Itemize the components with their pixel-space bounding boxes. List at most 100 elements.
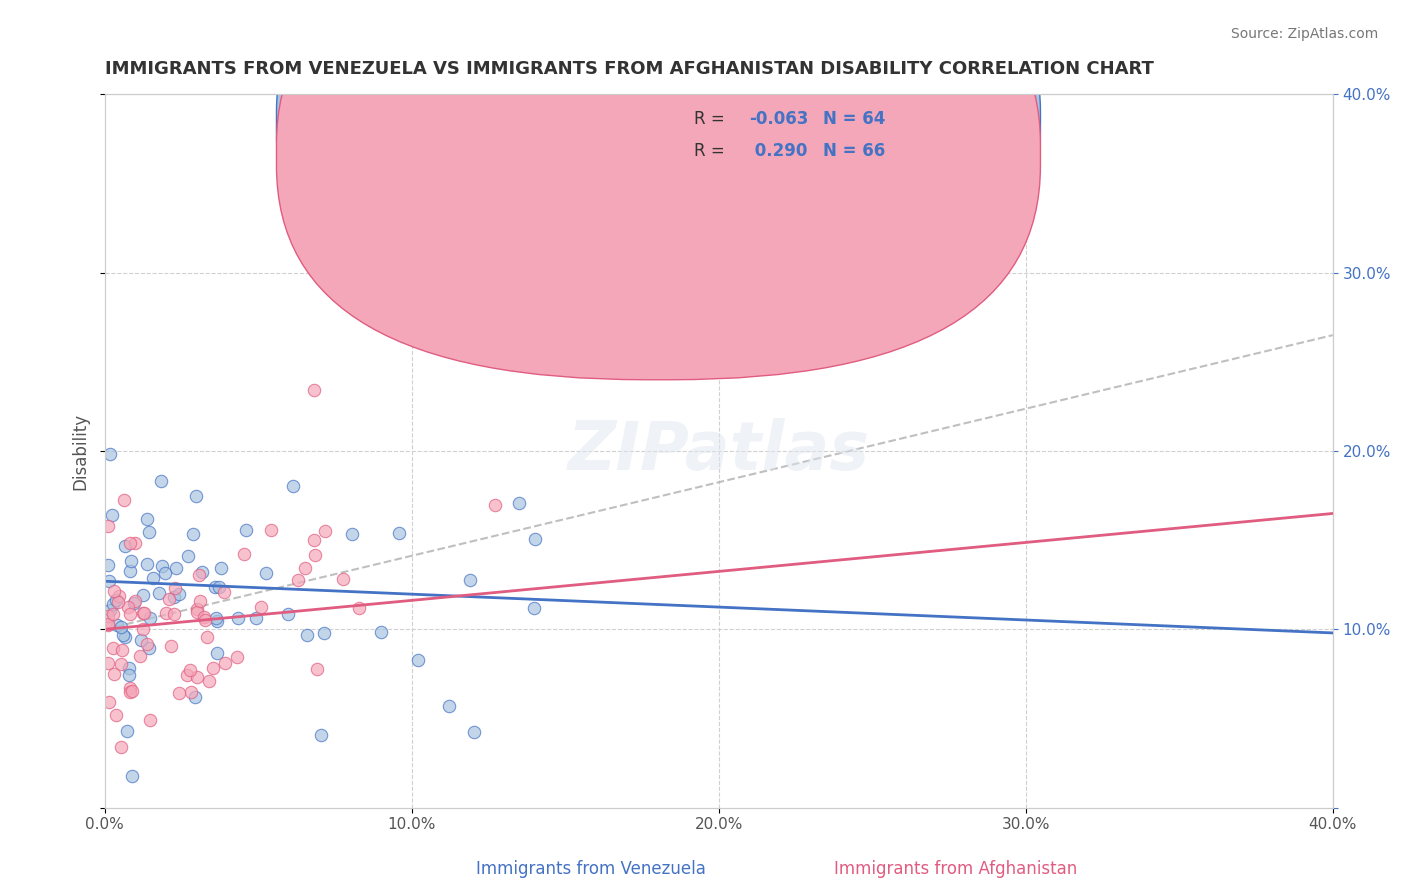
Point <box>117 599 139 614</box>
Point <box>209 561 232 575</box>
Point <box>188 568 211 582</box>
Point <box>180 685 202 699</box>
Point <box>193 609 215 624</box>
Point <box>294 561 316 575</box>
Point <box>131 607 153 621</box>
Point <box>97 617 120 632</box>
Point <box>245 610 267 624</box>
Point <box>118 681 141 696</box>
Point <box>186 605 208 619</box>
Point <box>437 698 460 713</box>
Point <box>277 607 299 621</box>
Point <box>388 526 411 541</box>
Point <box>254 566 277 580</box>
Point <box>157 591 180 606</box>
Point <box>104 593 127 607</box>
Point <box>186 670 208 684</box>
Point <box>163 607 186 621</box>
Y-axis label: Disability: Disability <box>72 412 89 490</box>
Point <box>205 611 228 625</box>
Point <box>260 523 283 537</box>
FancyBboxPatch shape <box>609 87 1001 187</box>
Point <box>118 536 141 550</box>
Text: N = 64: N = 64 <box>823 111 886 128</box>
Point <box>104 707 127 722</box>
Point <box>97 558 120 572</box>
Point <box>97 656 120 670</box>
Text: R =: R = <box>695 111 730 128</box>
Point <box>332 572 354 586</box>
Point <box>139 611 162 625</box>
Point <box>225 649 247 664</box>
Point <box>165 581 187 595</box>
Point <box>110 657 132 671</box>
Point <box>165 561 187 575</box>
Point <box>226 611 249 625</box>
Point <box>111 628 134 642</box>
Point <box>112 493 135 508</box>
Point <box>304 548 326 562</box>
Point <box>250 599 273 614</box>
Point <box>124 594 146 608</box>
Point <box>138 525 160 540</box>
Point <box>118 685 141 699</box>
Point <box>129 633 152 648</box>
Point <box>183 690 205 704</box>
Point <box>205 614 228 628</box>
Point <box>142 571 165 585</box>
Point <box>97 574 120 589</box>
Point <box>97 609 120 624</box>
Point <box>340 526 363 541</box>
Point <box>194 613 217 627</box>
Point <box>101 508 124 522</box>
Point <box>212 585 235 599</box>
Point <box>522 601 544 615</box>
Point <box>302 533 325 547</box>
Text: IMMIGRANTS FROM VENEZUELA VS IMMIGRANTS FROM AFGHANISTAN DISABILITY CORRELATION : IMMIGRANTS FROM VENEZUELA VS IMMIGRANTS … <box>104 60 1153 78</box>
Point <box>305 662 328 676</box>
FancyBboxPatch shape <box>277 0 1040 380</box>
Point <box>138 713 160 727</box>
Point <box>181 526 204 541</box>
Point <box>297 628 319 642</box>
Point <box>124 536 146 550</box>
Point <box>312 626 335 640</box>
Point <box>155 606 177 620</box>
Point <box>97 519 120 533</box>
Text: Immigrants from Venezuela: Immigrants from Venezuela <box>475 860 706 878</box>
Point <box>314 524 336 539</box>
Point <box>283 478 305 492</box>
Point <box>121 769 143 783</box>
Point <box>177 549 200 563</box>
Point <box>120 554 142 568</box>
Text: -0.063: -0.063 <box>749 111 808 128</box>
Point <box>101 607 124 621</box>
Point <box>129 648 152 663</box>
Point <box>201 661 224 675</box>
Point <box>132 588 155 602</box>
Point <box>406 653 429 667</box>
Point <box>176 668 198 682</box>
Point <box>118 667 141 681</box>
Point <box>97 617 120 632</box>
Point <box>233 547 256 561</box>
Point <box>184 489 207 503</box>
Point <box>103 667 125 681</box>
Point <box>110 620 132 634</box>
Point <box>110 739 132 754</box>
Point <box>214 656 236 670</box>
Text: 0.290: 0.290 <box>749 143 807 161</box>
Point <box>138 640 160 655</box>
Point <box>508 496 530 510</box>
Point <box>235 523 257 537</box>
Point <box>132 623 155 637</box>
Point <box>207 647 229 661</box>
Point <box>159 639 181 653</box>
Point <box>111 643 134 657</box>
Point <box>347 601 370 615</box>
Text: Source: ZipAtlas.com: Source: ZipAtlas.com <box>1230 27 1378 41</box>
Point <box>98 695 121 709</box>
Point <box>186 601 208 615</box>
Point <box>105 617 128 632</box>
Point <box>101 597 124 611</box>
